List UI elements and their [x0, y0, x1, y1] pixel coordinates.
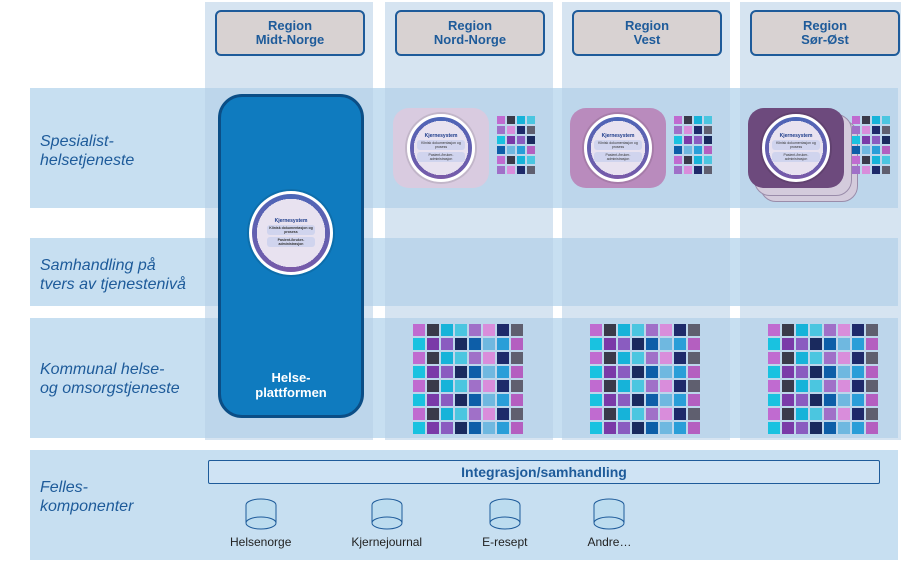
- kommunal-mosaic-col3: [768, 324, 878, 434]
- cylinder-icon: [244, 498, 278, 532]
- region-box-0: RegionMidt-Norge: [215, 10, 365, 56]
- region-box-1: RegionNord-Norge: [395, 10, 545, 56]
- integrasjon-label: Integrasjon/samhandling: [461, 464, 627, 480]
- region-line1: Region: [625, 19, 669, 33]
- cylinder-2: E-resept: [482, 498, 527, 549]
- cylinder-icon: [488, 498, 522, 532]
- row-label-kommunal: Kommunal helse-og omsorgstjeneste: [40, 360, 205, 398]
- card-vest: KjernesystemKlinisk dokumentasjon og pro…: [570, 108, 666, 188]
- integrasjon-bar: Integrasjon/samhandling: [208, 460, 880, 484]
- cylinder-label: E-resept: [482, 535, 527, 549]
- card-sorost: KjernesystemKlinisk dokumentasjon og pro…: [748, 108, 844, 188]
- region-line1: Region: [268, 19, 312, 33]
- row-label-felles: Felles-komponenter: [40, 478, 205, 516]
- kommunal-mosaic-col1: [413, 324, 523, 434]
- cylinder-label: Kjernejournal: [351, 535, 422, 549]
- cylinder-1: Kjernejournal: [351, 498, 422, 549]
- kommunal-mosaic-col2: [590, 324, 700, 434]
- region-line1: Region: [803, 19, 847, 33]
- cylinder-label: Andre…: [587, 535, 631, 549]
- cylinder-label: Helsenorge: [230, 535, 291, 549]
- region-line2: Vest: [634, 33, 661, 47]
- row-label-spesialist: Spesialist-helsetjeneste: [40, 132, 205, 170]
- helseplattformen-label-1: Helse-: [271, 371, 310, 386]
- cylinder-0: Helsenorge: [230, 498, 291, 549]
- region-line2: Nord-Norge: [434, 33, 506, 47]
- card-nord-mosaic: [497, 116, 535, 174]
- cylinder-icon: [592, 498, 626, 532]
- region-line2: Sør-Øst: [801, 33, 849, 47]
- card-vest-mosaic: [674, 116, 712, 174]
- cylinder-icon: [370, 498, 404, 532]
- core-ring-midt: KjernesystemKlinisk dokumentasjon og pro…: [249, 191, 333, 275]
- cylinder-row: Helsenorge Kjernejournal E-resept Andre…: [230, 498, 631, 549]
- helseplattformen-box: KjernesystemKlinisk dokumentasjon og pro…: [218, 94, 364, 418]
- row-label-samhandling: Samhandling påtvers av tjenestenivå: [40, 256, 205, 294]
- helseplattformen-label-2: plattformen: [255, 386, 327, 401]
- cylinder-3: Andre…: [587, 498, 631, 549]
- region-line2: Midt-Norge: [256, 33, 325, 47]
- card-sorost-mosaic: [852, 116, 890, 174]
- region-box-2: RegionVest: [572, 10, 722, 56]
- region-box-3: RegionSør-Øst: [750, 10, 900, 56]
- region-line1: Region: [448, 19, 492, 33]
- card-nord: KjernesystemKlinisk dokumentasjon og pro…: [393, 108, 489, 188]
